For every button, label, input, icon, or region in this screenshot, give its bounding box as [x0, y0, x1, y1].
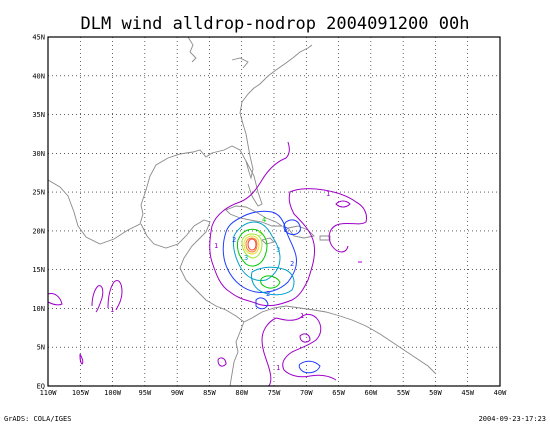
lat-tick-label: 30N [32, 150, 45, 158]
lon-tick-label: 80W [235, 389, 248, 397]
lat-tick-label: 15N [32, 266, 45, 274]
contour-label: 4 [262, 216, 266, 224]
contour-2-se [298, 360, 321, 374]
lon-tick-label: 85W [203, 389, 216, 397]
lon-tick-label: 70W [300, 389, 313, 397]
contour-label: 2 [266, 290, 270, 298]
footer-left: GrADS: COLA/IGES [4, 415, 71, 423]
lon-tick-label: 90W [171, 389, 184, 397]
contour-label: 1 [300, 312, 304, 320]
contour-label: 2 [290, 260, 294, 268]
contour-3-lobe [251, 266, 295, 296]
latitude-labels: EQ 5N 10N 15N 20N 25N 30N 35N 40N 45N [32, 34, 45, 391]
lon-tick-label: 95W [139, 389, 152, 397]
lon-tick-label: 65W [332, 389, 345, 397]
contour-1-sw-b [107, 279, 123, 311]
contour-5 [241, 233, 263, 259]
longitude-labels: 110W 105W 100W 95W 90W 85W 80W 75W 70W 65W 60W 55W 5… [40, 389, 508, 397]
contour-4-lobe [260, 275, 281, 289]
map-title: DLM wind alldrop-nodrop 2004091200 00h [81, 14, 470, 34]
contour-4 [237, 228, 268, 267]
contour-label: 1 [110, 306, 114, 314]
contour-1-north [211, 141, 290, 227]
lon-tick-label: 60W [365, 389, 378, 397]
lon-tick-label: 40W [494, 389, 507, 397]
lon-tick-label: 45W [461, 389, 474, 397]
contour-label: 5 [258, 230, 262, 238]
contour-2-ring [283, 219, 301, 235]
footer-right: 2004-09-23-17:23 [479, 415, 546, 423]
contour-label: 1 [276, 364, 280, 372]
contour-2-east [255, 297, 269, 310]
lat-tick-label: 5N [37, 344, 45, 352]
lat-tick-label: 40N [32, 72, 45, 80]
contour-label: 3 [276, 246, 280, 254]
contour-1-east [335, 200, 351, 208]
lat-tick-label: 25N [32, 189, 45, 197]
contour-1-sw-c [79, 353, 84, 365]
contour-8 [247, 238, 257, 251]
lon-tick-label: 75W [268, 389, 281, 397]
contour-label: 1 [214, 242, 218, 250]
lon-tick-label: 50W [429, 389, 442, 397]
wind-difference-contours: 1 1 1 1 1 2 2 2 2 3 3 45 [47, 141, 367, 387]
contour-label-group: 1 1 1 1 1 2 2 2 2 3 3 45 [110, 190, 330, 372]
map-frame [48, 37, 500, 386]
contour-1-south-b [261, 317, 277, 387]
contour-3 [233, 221, 281, 281]
lon-tick-label: 55W [397, 389, 410, 397]
contour-1-s2 [217, 357, 227, 367]
contour-1-sw-a [91, 285, 104, 313]
lon-tick-label: 100W [104, 389, 122, 397]
lat-tick-label: 20N [32, 227, 45, 235]
lat-tick-label: 10N [32, 305, 45, 313]
lon-tick-label: 105W [72, 389, 90, 397]
lat-tick-label: 35N [32, 111, 45, 119]
contour-label: 3 [244, 254, 248, 262]
contour-1-south-c [299, 333, 311, 343]
lat-tick-label: 45N [32, 34, 45, 42]
contour-7 [245, 237, 258, 253]
contour-1-south-a [275, 313, 337, 381]
lat-lon-grid [48, 37, 500, 386]
contour-label: 2 [284, 226, 288, 234]
contour-1-w [47, 293, 63, 306]
contour-2 [222, 210, 297, 293]
lat-tick-label: EQ [37, 383, 45, 391]
contour-label: 2 [232, 236, 236, 244]
lon-tick-label: 110W [40, 389, 58, 397]
contour-6 [243, 235, 260, 255]
contour-label: 1 [326, 190, 330, 198]
map-border [47, 36, 501, 387]
contour-1-outer [209, 188, 367, 307]
